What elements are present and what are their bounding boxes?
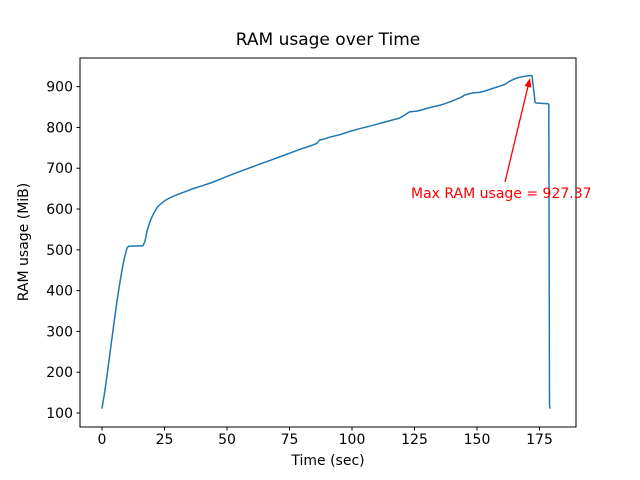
chart-title: RAM usage over Time xyxy=(235,30,421,50)
y-tick-label: 800 xyxy=(46,120,73,136)
y-tick-label: 300 xyxy=(46,324,73,340)
x-tick-label: 75 xyxy=(281,432,299,448)
x-tick-label: 150 xyxy=(464,432,491,448)
y-tick-label: 100 xyxy=(46,406,73,422)
axes-spines xyxy=(79,57,577,428)
y-tick-label: 900 xyxy=(46,80,73,96)
x-axis-label: Time (sec) xyxy=(291,453,365,469)
y-tick-label: 600 xyxy=(46,202,73,218)
y-tick-label: 500 xyxy=(46,243,73,259)
y-tick-label: 200 xyxy=(46,365,73,381)
x-tick-label: 175 xyxy=(526,432,553,448)
annotation-arrowhead xyxy=(524,78,532,88)
y-tick-label: 700 xyxy=(46,161,73,177)
x-tick-label: 25 xyxy=(156,432,174,448)
y-axis-label: RAM usage (MiB) xyxy=(16,182,32,302)
x-tick-label: 50 xyxy=(218,432,236,448)
y-tick-label: 400 xyxy=(46,284,73,300)
x-tick-label: 0 xyxy=(98,432,107,448)
max-annotation: Max RAM usage = 927.37 xyxy=(411,186,592,203)
x-tick-label: 125 xyxy=(401,432,428,448)
annotation-arrow-line xyxy=(504,86,529,183)
x-tick-label: 100 xyxy=(339,432,366,448)
ram-usage-line xyxy=(101,74,551,409)
